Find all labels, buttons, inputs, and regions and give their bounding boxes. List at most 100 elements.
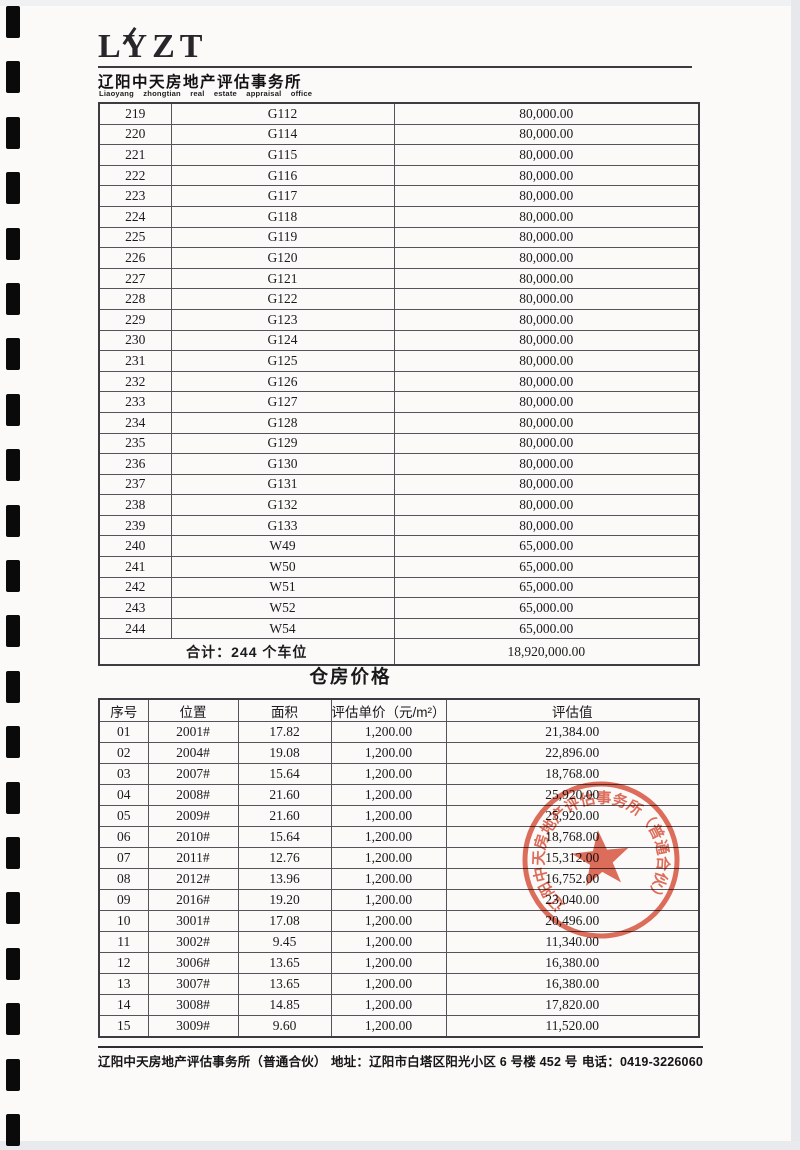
cell-appraised-value: 65,000.00 — [393, 556, 700, 578]
cell-index: 15 — [98, 1015, 149, 1038]
cell-appraised-value: 80,000.00 — [393, 473, 700, 496]
binder-hole-mark — [6, 1058, 20, 1091]
table-row: 222 G116 80,000.00 — [98, 164, 700, 187]
table-row: 224 G118 80,000.00 — [98, 205, 700, 228]
cell-space-code: G121 — [170, 267, 395, 290]
cell-appraised-value: 80,000.00 — [393, 308, 700, 331]
binder-hole-mark — [6, 116, 20, 149]
cell-row-number: 222 — [98, 164, 172, 187]
col-header-index: 序号 — [98, 698, 149, 722]
cell-index: 10 — [98, 910, 149, 932]
cell-unit-price: 1,200.00 — [330, 721, 447, 743]
cell-location: 3007# — [147, 973, 239, 995]
cell-row-number: 228 — [98, 288, 172, 310]
table-row: 241 W50 65,000.00 — [98, 556, 700, 578]
binder-hole-mark — [6, 892, 20, 925]
cell-unit-price: 1,200.00 — [330, 784, 447, 806]
cell-unit-price: 1,200.00 — [330, 994, 447, 1016]
table-row: 11 3002# 9.45 1,200.00 11,340.00 — [98, 931, 700, 953]
binder-hole-mark — [6, 837, 20, 869]
cell-area: 19.08 — [237, 742, 332, 764]
cell-appraised-value: 23,040.00 — [445, 889, 700, 911]
cell-location: 3009# — [147, 1015, 239, 1038]
cell-index: 02 — [98, 742, 149, 764]
cell-space-code: G114 — [170, 123, 395, 146]
cell-area: 13.96 — [237, 868, 332, 890]
table-row: 01 2001# 17.82 1,200.00 21,384.00 — [98, 721, 700, 743]
table-row: 14 3008# 14.85 1,200.00 17,820.00 — [98, 994, 700, 1016]
cell-row-number: 221 — [98, 144, 172, 166]
cell-space-code: G118 — [170, 205, 395, 228]
cell-appraised-value: 80,000.00 — [393, 288, 700, 310]
cell-space-code: G116 — [170, 164, 395, 187]
cell-row-number: 219 — [98, 102, 172, 125]
col-header-appraised-value: 评估值 — [445, 698, 700, 722]
footer-phone: 电话：0419-3226060 — [581, 1055, 703, 1069]
cell-appraised-value: 65,000.00 — [393, 597, 700, 619]
table-row: 223 G117 80,000.00 — [98, 185, 700, 207]
cell-row-number: 235 — [98, 432, 172, 455]
cell-index: 03 — [98, 763, 149, 785]
table-row: 232 G126 80,000.00 — [98, 370, 700, 393]
cell-appraised-value: 80,000.00 — [393, 123, 700, 146]
table-row: 242 W51 65,000.00 — [98, 576, 700, 599]
table-row: 03 2007# 15.64 1,200.00 18,768.00 — [98, 763, 700, 785]
cell-area: 13.65 — [237, 973, 332, 995]
cell-unit-price: 1,200.00 — [330, 910, 447, 932]
binder-hole-mark — [6, 726, 20, 759]
cell-appraised-value: 16,380.00 — [445, 952, 700, 974]
cell-unit-price: 1,200.00 — [330, 973, 447, 995]
cell-appraised-value: 80,000.00 — [393, 329, 700, 352]
binder-hole-mark — [6, 393, 20, 426]
cell-area: 21.60 — [237, 784, 332, 806]
table-row: 220 G114 80,000.00 — [98, 123, 700, 146]
warehouse-section-title: 仓房价格 — [309, 666, 392, 687]
table-row: 243 W52 65,000.00 — [98, 597, 700, 619]
col-header-unit-price: 评估单价（元/m²） — [330, 698, 447, 722]
cell-row-number: 240 — [98, 535, 172, 558]
cell-location: 2008# — [147, 784, 239, 806]
cell-location: 2007# — [147, 763, 239, 785]
cell-row-number: 223 — [98, 185, 172, 207]
cell-space-code: G132 — [170, 494, 395, 516]
parking-total-row: 合计：244 个车位 18,920,000.00 — [98, 638, 700, 666]
binder-hole-mark — [6, 781, 20, 814]
cell-index: 05 — [98, 805, 149, 827]
cell-row-number: 224 — [98, 205, 172, 228]
binder-hole-mark — [6, 283, 20, 315]
scan-edge-bottom — [0, 1141, 800, 1150]
cell-unit-price: 1,200.00 — [330, 868, 447, 890]
cell-index: 12 — [98, 952, 149, 974]
cell-row-number: 244 — [98, 617, 172, 640]
cell-row-number: 241 — [98, 556, 172, 578]
cell-space-code: G125 — [170, 350, 395, 372]
cell-location: 2009# — [147, 805, 239, 827]
table-row: 238 G132 80,000.00 — [98, 494, 700, 516]
cell-space-code: W50 — [170, 556, 395, 578]
table-row: 239 G133 80,000.00 — [98, 514, 700, 537]
cell-row-number: 233 — [98, 391, 172, 413]
cell-index: 09 — [98, 889, 149, 911]
cell-area: 13.65 — [237, 952, 332, 974]
cell-appraised-value: 80,000.00 — [393, 350, 700, 372]
parking-table-body: 219 G112 80,000.00 220 G114 80,000.00 221 G115 8… — [98, 102, 700, 640]
cell-appraised-value: 80,000.00 — [393, 102, 700, 125]
footer-company: 辽阳中天房地产评估事务所（普通合伙） — [98, 1055, 327, 1069]
binder-hole-mark — [6, 449, 20, 482]
warehouse-header-row: 序号 位置 面积 评估单价（元/m²） 评估值 — [98, 698, 700, 722]
cell-row-number: 237 — [98, 473, 172, 496]
cell-appraised-value: 80,000.00 — [393, 226, 700, 249]
cell-space-code: G127 — [170, 391, 395, 413]
cell-row-number: 234 — [98, 411, 172, 434]
cell-appraised-value: 21,384.00 — [445, 721, 700, 743]
table-row: 225 G119 80,000.00 — [98, 226, 700, 249]
cell-row-number: 239 — [98, 514, 172, 537]
cell-area: 15.64 — [237, 826, 332, 848]
cell-area: 19.20 — [237, 889, 332, 911]
cell-appraised-value: 80,000.00 — [393, 164, 700, 187]
logo-text: LYZT — [98, 28, 208, 65]
cell-row-number: 230 — [98, 329, 172, 352]
cell-location: 3008# — [147, 994, 239, 1016]
cell-location: 3002# — [147, 931, 239, 953]
cell-index: 01 — [98, 721, 149, 743]
